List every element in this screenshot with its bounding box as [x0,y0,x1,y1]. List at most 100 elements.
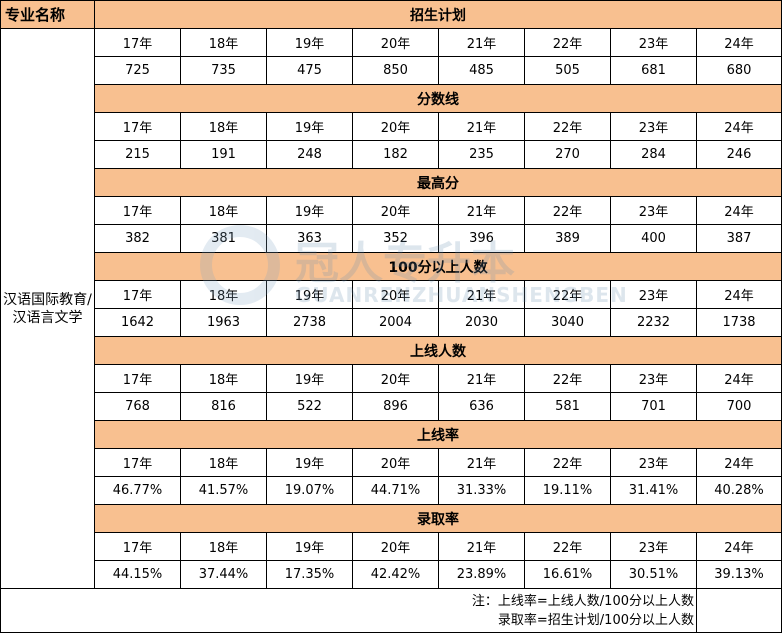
value-cell: 37.44% [180,560,267,589]
value-cell: 270 [524,140,611,169]
value-cell: 19.11% [524,476,611,505]
section-title-row: 分数线 [1,84,782,113]
section-title-row: 录取率 [1,504,782,533]
note-row: 注：上线率=上线人数/100分以上人数 录取率=招生计划/100分以上人数 [0,588,782,633]
value-cell: 681 [610,56,697,85]
year-cell: 21年 [438,28,525,57]
section-title-row: 最高分 [1,168,782,197]
value-cell: 352 [352,224,439,253]
year-cell: 22年 [524,448,611,477]
year-cell: 21年 [438,280,525,309]
year-cell: 18年 [180,448,267,477]
year-cell: 19年 [266,196,353,225]
year-cell: 17年 [94,364,181,393]
section-title-row: 上线人数 [1,336,782,365]
year-cell: 23年 [610,532,697,561]
value-cell: 850 [352,56,439,85]
value-cell: 896 [352,392,439,421]
year-cell: 19年 [266,28,353,57]
note-line-2: 录取率=招生计划/100分以上人数 [497,612,694,628]
section-title-row: 上线率 [1,420,782,449]
year-row: 17年 18年 19年 20年 21年 22年 23年 24年 [1,448,782,477]
year-cell: 19年 [266,364,353,393]
value-cell: 246 [696,140,782,169]
value-row: 215 191 248 182 235 270 284 246 [1,140,782,169]
section-title: 上线人数 [94,336,782,365]
year-cell: 23年 [610,364,697,393]
year-cell: 19年 [266,280,353,309]
value-cell: 3040 [524,308,611,337]
major-header: 专业名称 [0,0,95,29]
year-cell: 23年 [610,28,697,57]
value-cell: 768 [94,392,181,421]
value-cell: 46.77% [94,476,181,505]
value-cell: 389 [524,224,611,253]
value-cell: 475 [266,56,353,85]
note-empty-cell [696,588,782,633]
value-cell: 1963 [180,308,267,337]
year-cell: 17年 [94,280,181,309]
section-title: 100分以上人数 [94,252,782,281]
value-row: 768 816 522 896 636 581 701 700 [1,392,782,421]
year-cell: 18年 [180,112,267,141]
value-cell: 2004 [352,308,439,337]
value-row: 46.77% 41.57% 19.07% 44.71% 31.33% 19.11% 31.4… [1,476,782,505]
value-cell: 581 [524,392,611,421]
value-cell: 30.51% [610,560,697,589]
year-cell: 21年 [438,532,525,561]
year-cell: 24年 [696,112,782,141]
year-cell: 22年 [524,532,611,561]
year-cell: 24年 [696,532,782,561]
section-title: 上线率 [94,420,782,449]
section-title: 招生计划 [94,0,782,29]
value-cell: 17.35% [266,560,353,589]
value-cell: 363 [266,224,353,253]
value-cell: 44.15% [94,560,181,589]
value-row: 725 735 475 850 485 505 681 680 [1,56,782,85]
year-cell: 21年 [438,364,525,393]
year-cell: 23年 [610,112,697,141]
year-cell: 17年 [94,532,181,561]
year-cell: 22年 [524,196,611,225]
year-cell: 20年 [352,532,439,561]
value-cell: 700 [696,392,782,421]
year-cell: 20年 [352,28,439,57]
year-cell: 17年 [94,28,181,57]
value-cell: 381 [180,224,267,253]
year-cell: 21年 [438,196,525,225]
value-cell: 284 [610,140,697,169]
value-cell: 1738 [696,308,782,337]
year-cell: 17年 [94,448,181,477]
value-cell: 16.61% [524,560,611,589]
section-title: 最高分 [94,168,782,197]
value-cell: 248 [266,140,353,169]
year-cell: 21年 [438,112,525,141]
year-cell: 21年 [438,448,525,477]
year-cell: 24年 [696,196,782,225]
year-cell: 20年 [352,112,439,141]
year-cell: 24年 [696,28,782,57]
value-cell: 40.28% [696,476,782,505]
value-row: 382 381 363 352 396 389 400 387 [1,224,782,253]
year-cell: 18年 [180,364,267,393]
value-cell: 725 [94,56,181,85]
value-cell: 42.42% [352,560,439,589]
year-cell: 19年 [266,448,353,477]
section-title-row: 专业名称 招生计划 [0,0,782,29]
section-title: 分数线 [94,84,782,113]
value-cell: 31.33% [438,476,525,505]
value-cell: 382 [94,224,181,253]
value-cell: 735 [180,56,267,85]
year-cell: 19年 [266,532,353,561]
year-cell: 19年 [266,112,353,141]
value-cell: 636 [438,392,525,421]
year-cell: 18年 [180,532,267,561]
year-row: 17年 18年 19年 20年 21年 22年 23年 24年 [1,112,782,141]
year-cell: 20年 [352,448,439,477]
value-cell: 39.13% [696,560,782,589]
value-cell: 2030 [438,308,525,337]
value-cell: 215 [94,140,181,169]
year-cell: 22年 [524,364,611,393]
value-cell: 23.89% [438,560,525,589]
year-cell: 24年 [696,280,782,309]
